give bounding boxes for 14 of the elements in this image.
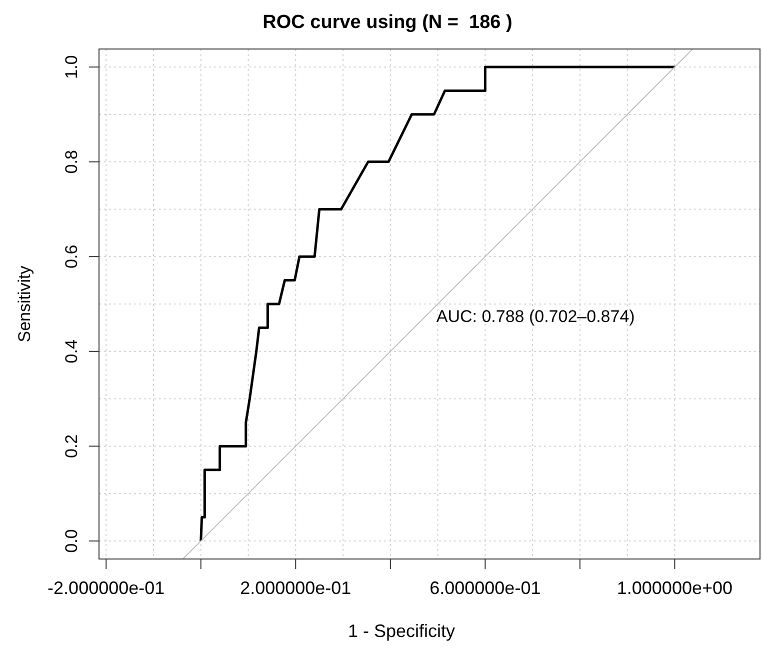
y-tick-label: 0.2 <box>62 434 81 458</box>
y-tick-label: 0.8 <box>62 150 81 174</box>
y-tick-label: 0.0 <box>62 529 81 553</box>
y-tick-label: 0.4 <box>62 340 81 364</box>
y-tick-label: 1.0 <box>62 55 81 79</box>
x-tick-label: 1.000000e+00 <box>616 578 733 598</box>
x-axis-title: 1 - Specificity <box>348 621 456 641</box>
chart-title: ROC curve using (N = 186 ) <box>262 12 512 33</box>
annotation: AUC: 0.788 (0.702–0.874) <box>436 306 635 326</box>
x-tick-label: 2.000000e-01 <box>240 578 352 598</box>
y-tick-label: 0.6 <box>62 244 81 268</box>
x-tick-label: 6.000000e-01 <box>430 578 541 598</box>
y-axis-title: Sensitivity <box>15 265 34 342</box>
x-tick-label: -2.000000e-01 <box>48 578 165 598</box>
